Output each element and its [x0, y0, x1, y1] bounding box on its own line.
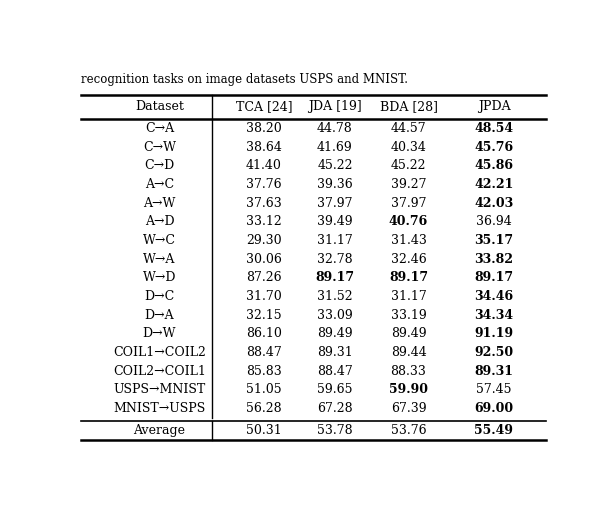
Text: D→A: D→A: [144, 309, 174, 321]
Text: 89.31: 89.31: [317, 346, 353, 359]
Text: 85.83: 85.83: [246, 365, 282, 378]
Text: 32.78: 32.78: [317, 253, 353, 266]
Text: 35.17: 35.17: [474, 234, 513, 247]
Text: COIL2→COIL1: COIL2→COIL1: [113, 365, 206, 378]
Text: 89.49: 89.49: [390, 327, 427, 341]
Text: 44.78: 44.78: [317, 122, 353, 135]
Text: USPS→MNIST: USPS→MNIST: [113, 383, 206, 396]
Text: 53.76: 53.76: [390, 424, 427, 437]
Text: 31.17: 31.17: [390, 290, 427, 303]
Text: 30.06: 30.06: [246, 253, 282, 266]
Text: 89.49: 89.49: [317, 327, 353, 341]
Text: TCA [24]: TCA [24]: [236, 100, 292, 114]
Text: 38.20: 38.20: [246, 122, 282, 135]
Text: Dataset: Dataset: [135, 100, 184, 114]
Text: 41.40: 41.40: [246, 159, 282, 172]
Text: 45.22: 45.22: [317, 159, 353, 172]
Text: 37.63: 37.63: [246, 197, 282, 209]
Text: 59.90: 59.90: [389, 383, 428, 396]
Text: 37.97: 37.97: [390, 197, 427, 209]
Text: 51.05: 51.05: [246, 383, 282, 396]
Text: 57.45: 57.45: [476, 383, 512, 396]
Text: 55.49: 55.49: [474, 424, 513, 437]
Text: 89.17: 89.17: [389, 271, 428, 284]
Text: 42.03: 42.03: [474, 197, 513, 209]
Text: W→D: W→D: [143, 271, 176, 284]
Text: 69.00: 69.00: [474, 402, 513, 415]
Text: 37.76: 37.76: [246, 178, 282, 191]
Text: Average: Average: [133, 424, 185, 437]
Text: 53.78: 53.78: [317, 424, 353, 437]
Text: 56.28: 56.28: [246, 402, 282, 415]
Text: C→D: C→D: [144, 159, 174, 172]
Text: A→C: A→C: [145, 178, 174, 191]
Text: W→A: W→A: [143, 253, 176, 266]
Text: A→D: A→D: [144, 215, 174, 229]
Text: 67.39: 67.39: [390, 402, 427, 415]
Text: 36.94: 36.94: [476, 215, 512, 229]
Text: 38.64: 38.64: [246, 141, 282, 154]
Text: 33.19: 33.19: [390, 309, 427, 321]
Text: MNIST→USPS: MNIST→USPS: [113, 402, 206, 415]
Text: 31.17: 31.17: [317, 234, 353, 247]
Text: 88.33: 88.33: [390, 365, 427, 378]
Text: 37.97: 37.97: [317, 197, 353, 209]
Text: 88.47: 88.47: [246, 346, 282, 359]
Text: 92.50: 92.50: [474, 346, 513, 359]
Text: 44.57: 44.57: [390, 122, 427, 135]
Text: 31.52: 31.52: [317, 290, 353, 303]
Text: 88.47: 88.47: [317, 365, 353, 378]
Text: JPDA: JPDA: [477, 100, 510, 114]
Text: 33.82: 33.82: [474, 253, 513, 266]
Text: 29.30: 29.30: [246, 234, 282, 247]
Text: W→C: W→C: [143, 234, 176, 247]
Text: JDA [19]: JDA [19]: [308, 100, 362, 114]
Text: 45.76: 45.76: [474, 141, 513, 154]
Text: 34.34: 34.34: [474, 309, 513, 321]
Text: A→W: A→W: [143, 197, 176, 209]
Text: 42.21: 42.21: [474, 178, 513, 191]
Text: 89.17: 89.17: [315, 271, 354, 284]
Text: 32.46: 32.46: [390, 253, 427, 266]
Text: recognition tasks on image datasets USPS and MNIST.: recognition tasks on image datasets USPS…: [81, 73, 408, 86]
Text: C→A: C→A: [145, 122, 174, 135]
Text: 32.15: 32.15: [246, 309, 282, 321]
Text: D→C: D→C: [144, 290, 174, 303]
Text: 39.27: 39.27: [390, 178, 427, 191]
Text: 34.46: 34.46: [474, 290, 513, 303]
Text: 45.22: 45.22: [390, 159, 427, 172]
Text: 87.26: 87.26: [246, 271, 282, 284]
Text: COIL1→COIL2: COIL1→COIL2: [113, 346, 206, 359]
Text: 89.17: 89.17: [474, 271, 513, 284]
Text: 41.69: 41.69: [317, 141, 353, 154]
Text: 86.10: 86.10: [246, 327, 282, 341]
Text: 91.19: 91.19: [474, 327, 513, 341]
Text: D→W: D→W: [143, 327, 176, 341]
Text: 89.31: 89.31: [474, 365, 513, 378]
Text: 67.28: 67.28: [317, 402, 353, 415]
Text: 45.86: 45.86: [474, 159, 513, 172]
Text: 40.76: 40.76: [389, 215, 428, 229]
Text: C→W: C→W: [143, 141, 176, 154]
Text: 40.34: 40.34: [390, 141, 427, 154]
Text: 89.44: 89.44: [390, 346, 427, 359]
Text: 48.54: 48.54: [474, 122, 513, 135]
Text: 31.70: 31.70: [246, 290, 282, 303]
Text: 33.12: 33.12: [246, 215, 282, 229]
Text: BDA [28]: BDA [28]: [379, 100, 438, 114]
Text: 39.36: 39.36: [317, 178, 353, 191]
Text: 31.43: 31.43: [390, 234, 427, 247]
Text: 59.65: 59.65: [317, 383, 353, 396]
Text: 39.49: 39.49: [317, 215, 353, 229]
Text: 50.31: 50.31: [246, 424, 282, 437]
Text: 33.09: 33.09: [317, 309, 353, 321]
